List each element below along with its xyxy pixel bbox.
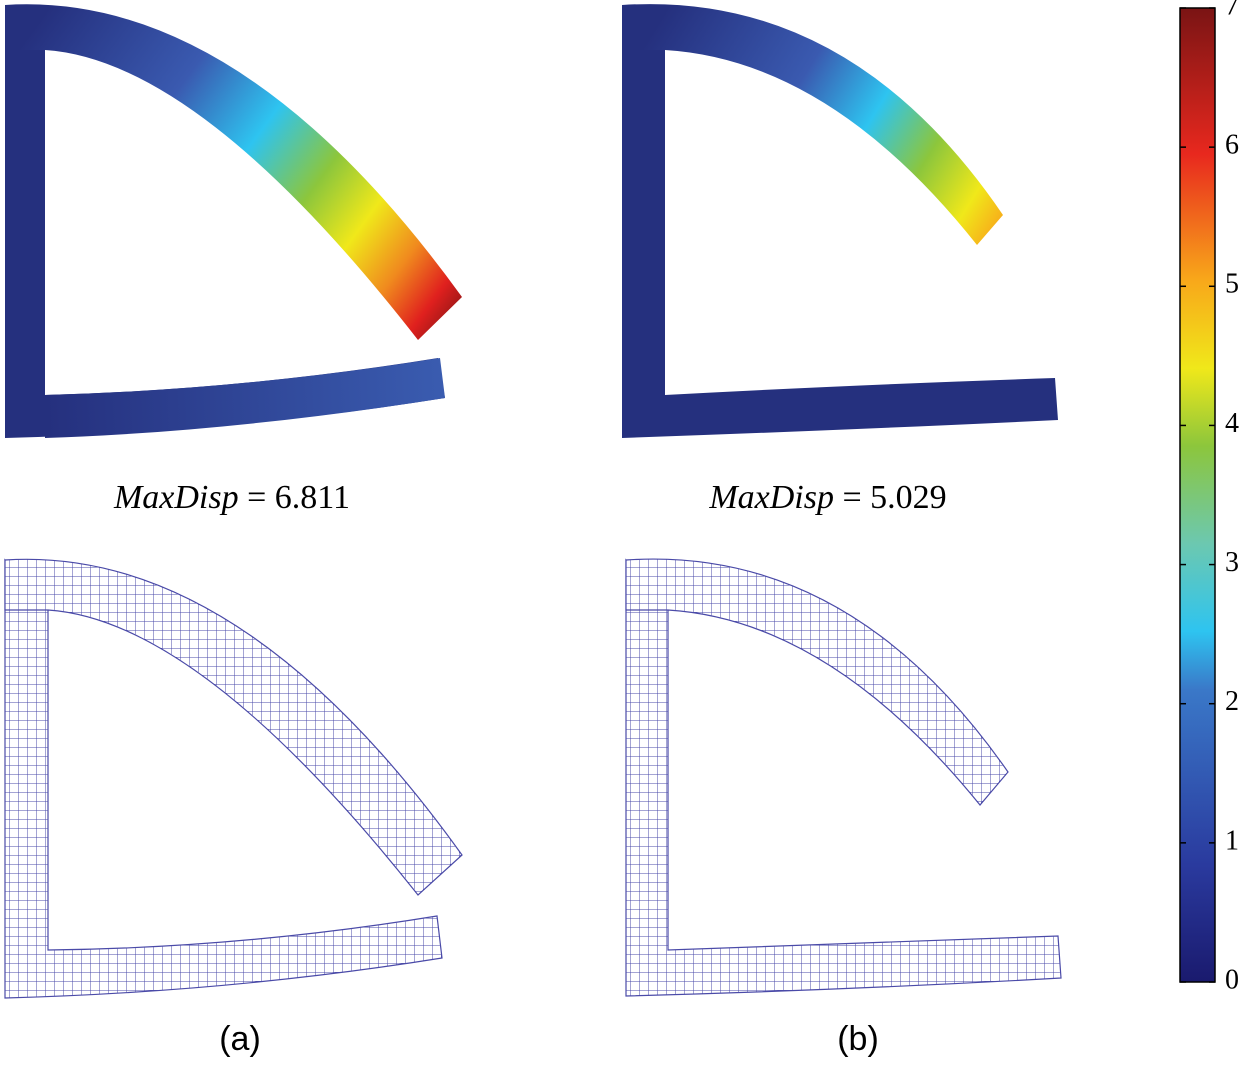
colorbar-tick-label: 4	[1225, 408, 1239, 439]
max-disp-name: MaxDisp	[113, 479, 239, 516]
colorbar-tick-label: 0	[1225, 964, 1239, 995]
max-disp-value: 5.029	[870, 479, 947, 516]
colorbar-tick-label: 6	[1225, 130, 1239, 161]
max-disp-eq: =	[842, 479, 861, 516]
max-disp-eq: =	[247, 479, 266, 516]
colorbar-tick-label: 5	[1225, 269, 1239, 300]
max-disp-value: 6.811	[275, 479, 350, 516]
colorbar-tick-label: 2	[1225, 686, 1239, 717]
panel-label: (b)	[837, 1020, 879, 1058]
colorbar-tick-label: 3	[1225, 547, 1239, 578]
panel-label: (a)	[219, 1020, 261, 1058]
contour-a	[5, 4, 462, 438]
mesh-a	[4, 558, 463, 999]
mesh-b	[625, 558, 1062, 997]
max-disp-name: MaxDisp	[708, 479, 834, 516]
max-disp-b: MaxDisp = 5.029	[708, 479, 946, 516]
max-disp-a: MaxDisp = 6.811	[113, 479, 350, 516]
colorbar-tick-label: 7	[1225, 0, 1239, 21]
colorbar	[1179, 7, 1216, 983]
colorbar-tick-label: 1	[1225, 825, 1239, 856]
contour-b	[622, 4, 1058, 438]
